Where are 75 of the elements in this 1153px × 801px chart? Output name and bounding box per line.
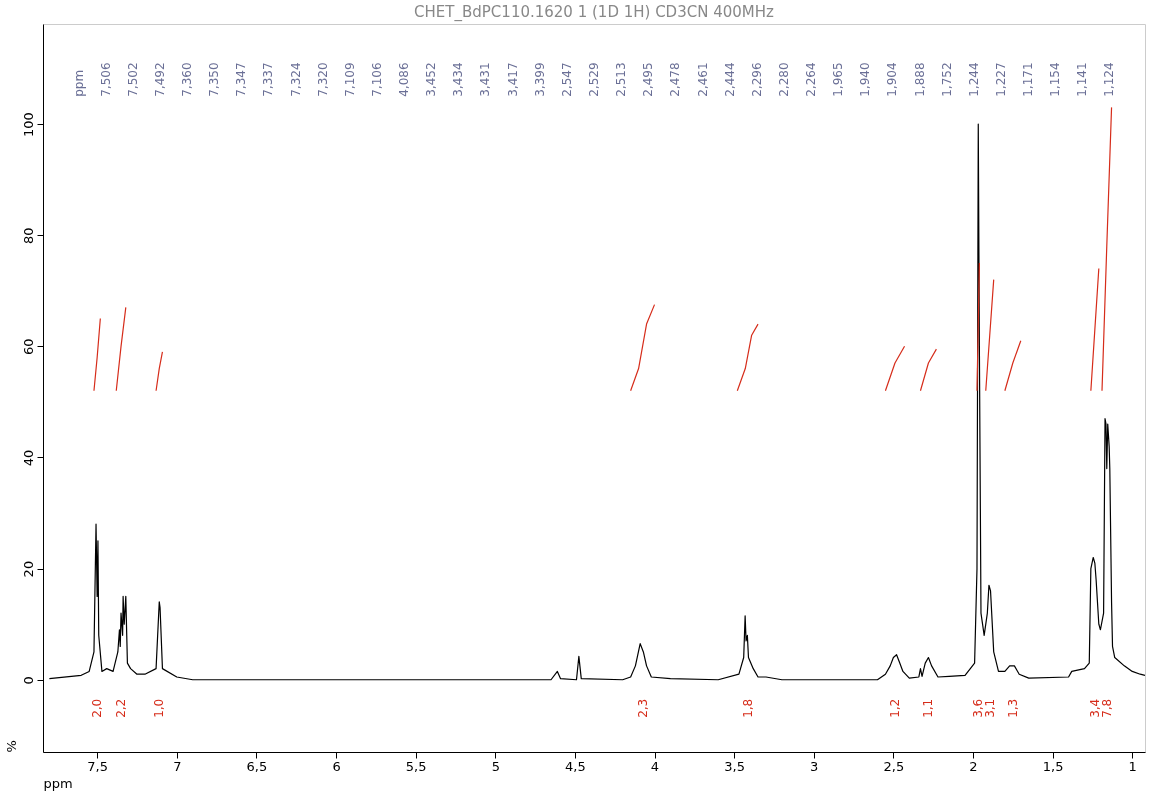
y-tick-label: 40 <box>20 449 36 467</box>
annotation: 2,0 <box>90 698 105 718</box>
y-tick-label: 0 <box>20 676 36 685</box>
annotation: 1,904 <box>885 62 900 97</box>
annotation: 2,495 <box>641 62 656 97</box>
x-tick-label: 3,5 <box>724 758 745 774</box>
x-tick-label: 4,5 <box>565 758 586 774</box>
annotation: 2,478 <box>668 62 683 97</box>
annotation: 3,452 <box>424 62 439 97</box>
annotation: 1,141 <box>1075 62 1090 97</box>
annotation: 7,8 <box>1099 698 1114 718</box>
x-axis-title: ppm <box>43 775 73 791</box>
annotation: 2,513 <box>614 62 629 97</box>
annotation: 7,347 <box>234 62 249 97</box>
annotation: 2,529 <box>587 62 601 97</box>
annotation: 1,124 <box>1102 62 1117 97</box>
annotation: 1,244 <box>966 62 981 97</box>
line-series <box>630 304 656 392</box>
annotation: 1,171 <box>1021 62 1036 97</box>
y-tick-label: 60 <box>20 338 36 356</box>
annotation: 7,320 <box>315 62 330 97</box>
annotation: 2,3 <box>635 698 650 718</box>
annotation: 7,502 <box>125 62 140 97</box>
annotation: 2,280 <box>776 62 791 97</box>
annotation: 1,227 <box>993 62 1008 97</box>
annotation: 1,0 <box>152 698 167 718</box>
x-tick-label: 2,5 <box>883 758 905 774</box>
x-tick-label: 3 <box>810 758 819 774</box>
annotation: 7,109 <box>342 62 357 97</box>
annotation: 1,888 <box>912 62 927 97</box>
y-tick-label: 80 <box>20 227 36 244</box>
x-tick-label: 1,5 <box>1042 758 1064 774</box>
annotation: 2,264 <box>804 62 819 97</box>
annotation: 2,296 <box>749 62 764 97</box>
line-series <box>48 123 1145 681</box>
line-series <box>736 323 759 392</box>
annotation: 3,399 <box>532 62 547 97</box>
x-tick-label: 5,5 <box>405 758 427 774</box>
annotation: 2,461 <box>695 62 710 97</box>
annotation: 3,431 <box>478 62 493 97</box>
annotation: 7,324 <box>288 62 303 97</box>
annotation: 7,337 <box>261 62 276 97</box>
annotation: 3,4 <box>1087 698 1102 718</box>
y-axis-title: % <box>3 740 19 753</box>
annotation: 1,3 <box>1005 698 1020 718</box>
annotation: ppm <box>71 69 86 97</box>
annotation: 1,752 <box>939 62 954 97</box>
annotation: 4,086 <box>397 62 412 97</box>
annotation: 7,492 <box>152 62 167 97</box>
x-tick-label: 1 <box>1128 758 1137 774</box>
annotation: 1,1 <box>921 698 936 718</box>
annotation: 7,360 <box>180 62 195 97</box>
annotation: 1,8 <box>740 698 755 718</box>
x-tick-label: 7 <box>173 758 182 774</box>
annotation: 3,417 <box>505 62 520 97</box>
y-tick-label: 20 <box>20 560 36 578</box>
chart-title: CHET_BdPC110.1620 1 (1D 1H) CD3CN 400MHz <box>414 3 775 22</box>
annotation: 3,434 <box>451 62 466 97</box>
x-tick-label: 6,5 <box>246 758 268 774</box>
annotation: 7,350 <box>207 62 222 97</box>
y-tick-label: 100 <box>20 112 36 137</box>
annotation: 1,154 <box>1048 62 1063 97</box>
annotation: 1,965 <box>831 62 846 97</box>
x-tick-label: 2 <box>969 758 978 774</box>
annotation: 2,444 <box>722 62 737 97</box>
x-tick-label: 7,5 <box>87 758 108 774</box>
annotation: 7,506 <box>98 62 113 97</box>
annotation: 7,106 <box>369 62 384 97</box>
annotation: 2,2 <box>114 698 129 718</box>
annotation: 1,940 <box>858 62 873 97</box>
annotation: 2,547 <box>559 62 574 97</box>
x-tick-label: 5 <box>491 758 500 774</box>
x-tick-label: 4 <box>650 758 660 774</box>
annotation: 1,2 <box>887 698 902 718</box>
x-tick-label: 6 <box>332 758 341 774</box>
